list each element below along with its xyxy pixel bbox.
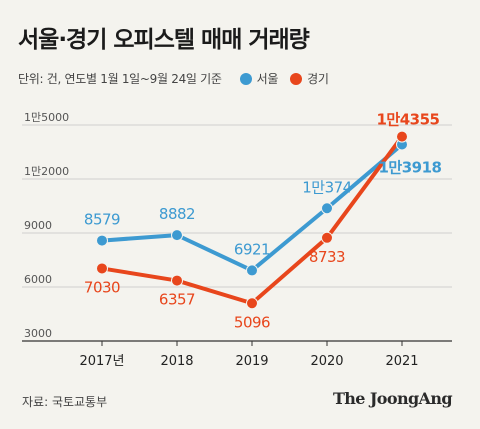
data-point-seoul — [246, 264, 258, 277]
brand-logo: The JoongAng — [332, 389, 453, 408]
data-label-seoul: 1만3918 — [379, 158, 442, 176]
source-note: 자료: 국토교통부 — [22, 395, 108, 409]
y-tick-label: 3000 — [24, 327, 52, 340]
legend-item-seoul: 서울 — [239, 70, 279, 87]
data-point-seoul — [321, 202, 333, 215]
chart-title: 서울·경기 오피스텔 매매 거래량 — [18, 27, 310, 53]
x-tick-label: 2019 — [235, 354, 268, 369]
data-point-gyeonggi — [246, 297, 258, 310]
legend-label-gyeonggi: 경기 — [307, 72, 329, 86]
unit-note: 단위: 건, 연도별 1월 1일~9월 24일 기준 — [18, 72, 222, 86]
data-label-seoul: 8579 — [84, 211, 120, 229]
data-label-seoul: 8882 — [159, 205, 195, 223]
legend-marker-gyeonggi — [290, 72, 303, 85]
data-label-seoul: 1만374 — [302, 178, 351, 196]
data-label-gyeonggi: 8733 — [309, 248, 345, 266]
data-label-gyeonggi: 1만4355 — [377, 111, 440, 129]
data-point-gyeonggi — [171, 274, 183, 287]
data-label-gyeonggi: 7030 — [84, 278, 120, 296]
legend: 서울 경기 — [239, 70, 341, 87]
legend-label-seoul: 서울 — [256, 72, 279, 86]
x-tick-label: 2020 — [310, 354, 343, 369]
line-chart: 3000 6000 9000 1만2000 1만5000 2017년 2018 2019 202… — [22, 111, 452, 369]
x-tick-label: 2021 — [385, 354, 418, 369]
data-point-seoul — [171, 229, 183, 242]
y-tick-label: 1만5000 — [24, 111, 69, 124]
y-tick-label: 6000 — [24, 273, 52, 286]
data-point-seoul — [96, 234, 108, 247]
x-tick-label: 2018 — [160, 354, 193, 369]
y-tick-label: 9000 — [24, 219, 52, 232]
data-label-gyeonggi: 6357 — [159, 291, 195, 309]
y-tick-label: 1만2000 — [24, 165, 69, 178]
series-line-gyeonggi — [100, 134, 404, 306]
data-label-seoul: 6921 — [234, 240, 270, 258]
data-point-gyeonggi — [96, 262, 108, 275]
subtitle-row: 단위: 건, 연도별 1월 1일~9월 24일 기준 서울 경기 — [18, 70, 341, 87]
x-tick-label: 2017년 — [79, 354, 124, 369]
data-point-gyeonggi — [321, 231, 333, 244]
legend-item-gyeonggi: 경기 — [290, 70, 329, 87]
data-label-gyeonggi: 5096 — [234, 313, 270, 331]
legend-marker-seoul — [239, 72, 252, 85]
data-point-gyeonggi — [396, 130, 408, 143]
